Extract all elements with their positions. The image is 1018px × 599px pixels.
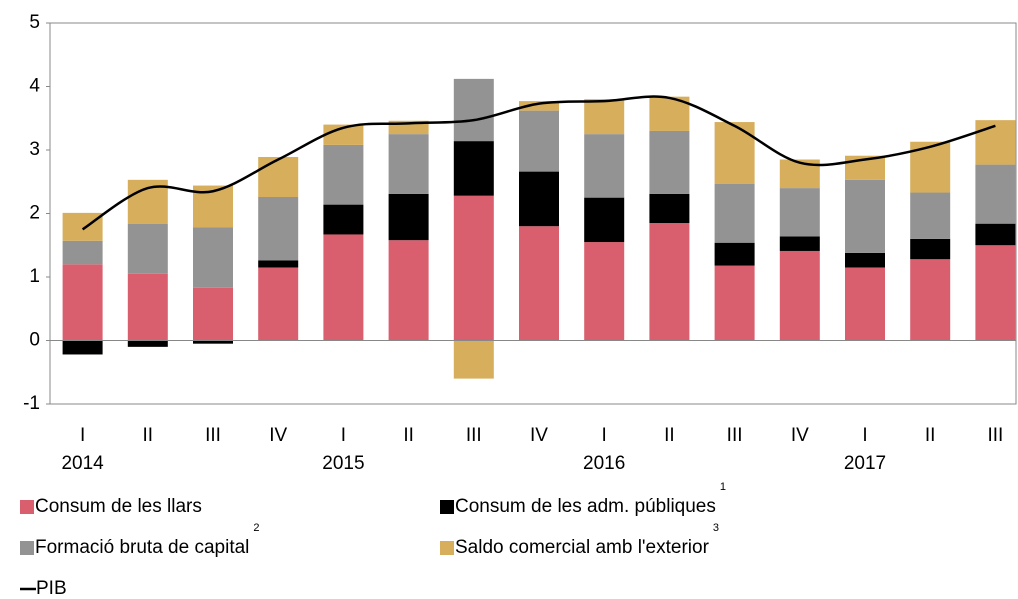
bar-segment: [975, 223, 1016, 246]
bar-segment: [323, 204, 364, 235]
bar-segment: [845, 179, 885, 253]
year-label: 2014: [61, 453, 104, 474]
bar-segment: [453, 340, 494, 379]
legend-label: Consum de les adm. públiques: [455, 496, 716, 517]
line: [81, 95, 996, 231]
bar-segment: [193, 227, 233, 288]
y-tick-label: 5: [29, 12, 40, 33]
bar-segment: [258, 260, 299, 268]
bar-segment: [388, 193, 429, 241]
x-tick-label: II: [925, 425, 936, 446]
x-tick-label: III: [466, 425, 482, 446]
x-tick-label: III: [727, 425, 743, 446]
bar-segment: [714, 183, 755, 243]
bar-segment: [388, 240, 429, 341]
bar-segment: [453, 78, 494, 142]
legend-swatch: [20, 541, 34, 555]
x-tick-label: IV: [791, 425, 809, 446]
x-tick-label: II: [143, 425, 154, 446]
bar-segment: [127, 273, 168, 341]
x-tick-label: IV: [530, 425, 548, 446]
y-tick-label: 4: [29, 76, 40, 97]
x-tick-label: III: [205, 425, 221, 446]
bar-segment: [127, 340, 168, 347]
bar-segment: [193, 340, 233, 344]
x-tick-label: III: [987, 425, 1003, 446]
y-tick-label: 3: [29, 139, 40, 160]
legend-note: 1: [720, 481, 726, 493]
x-tick-label: IV: [269, 425, 287, 446]
bar-segment: [779, 250, 820, 341]
y-tick-label: -1: [23, 393, 40, 414]
bar-segment: [975, 245, 1016, 341]
x-tick-label: I: [862, 425, 867, 446]
y-tick-label: 2: [29, 203, 40, 224]
bar-segment: [779, 188, 820, 237]
bar-segment: [649, 193, 690, 224]
year-label: 2017: [844, 453, 886, 474]
bar-segment: [258, 267, 299, 341]
x-tick-label: I: [341, 425, 346, 446]
bar-segment: [62, 212, 103, 241]
bar-segment: [62, 340, 103, 355]
bar-segment: [62, 240, 103, 265]
x-tick-label: II: [664, 425, 675, 446]
bar-segment: [323, 124, 364, 145]
year-label: 2016: [583, 453, 625, 474]
legend-label: Formació bruta de capital: [35, 537, 249, 558]
bar-segment: [714, 265, 755, 341]
bar-segment: [453, 141, 494, 196]
legend-swatch: [440, 541, 454, 555]
bar-segment: [649, 130, 690, 194]
bar-segment: [779, 236, 820, 251]
bar-segment: [714, 122, 755, 184]
bar-segment: [388, 134, 429, 194]
x-tick-label: I: [80, 425, 85, 446]
bar-segment: [845, 252, 885, 268]
x-tick-label: I: [602, 425, 607, 446]
bar-segment: [519, 101, 559, 111]
year-label: 2015: [322, 453, 364, 474]
bar-segment: [323, 144, 364, 205]
x-tick-label: II: [403, 425, 414, 446]
legend-swatch: [440, 500, 454, 514]
legend-label: Saldo comercial amb l'exterior: [455, 537, 710, 558]
y-tick-label: 0: [29, 330, 40, 351]
bar-segment: [910, 238, 951, 260]
bar-segment: [453, 195, 494, 341]
legend-note: 3: [713, 522, 719, 534]
bar-segment: [910, 192, 951, 239]
legend-note: 2: [253, 522, 259, 534]
bar-segment: [193, 287, 233, 341]
bar-segment: [975, 164, 1016, 224]
bar-segment: [584, 242, 625, 341]
y-tick-label: 1: [29, 266, 40, 287]
bar-segment: [910, 259, 951, 341]
bar-segment: [649, 223, 690, 341]
bar-segment: [714, 242, 755, 266]
bar-segment: [519, 110, 559, 172]
bar-segment: [519, 171, 559, 227]
bar-segment: [845, 267, 885, 341]
bar-segment: [584, 134, 625, 198]
bar-segment: [584, 197, 625, 243]
bar-segment: [584, 99, 625, 135]
bar-segment: [258, 156, 299, 197]
legend-swatch: [20, 500, 34, 514]
bar-segment: [62, 264, 103, 341]
bar-segment: [127, 223, 168, 274]
bar-segment: [258, 196, 299, 261]
bar-segment: [323, 234, 364, 341]
bar-segment: [519, 226, 559, 341]
legend-label: Consum de les llars: [35, 496, 202, 517]
bar-segment: [975, 120, 1016, 165]
legend-label: PIB: [36, 578, 67, 599]
